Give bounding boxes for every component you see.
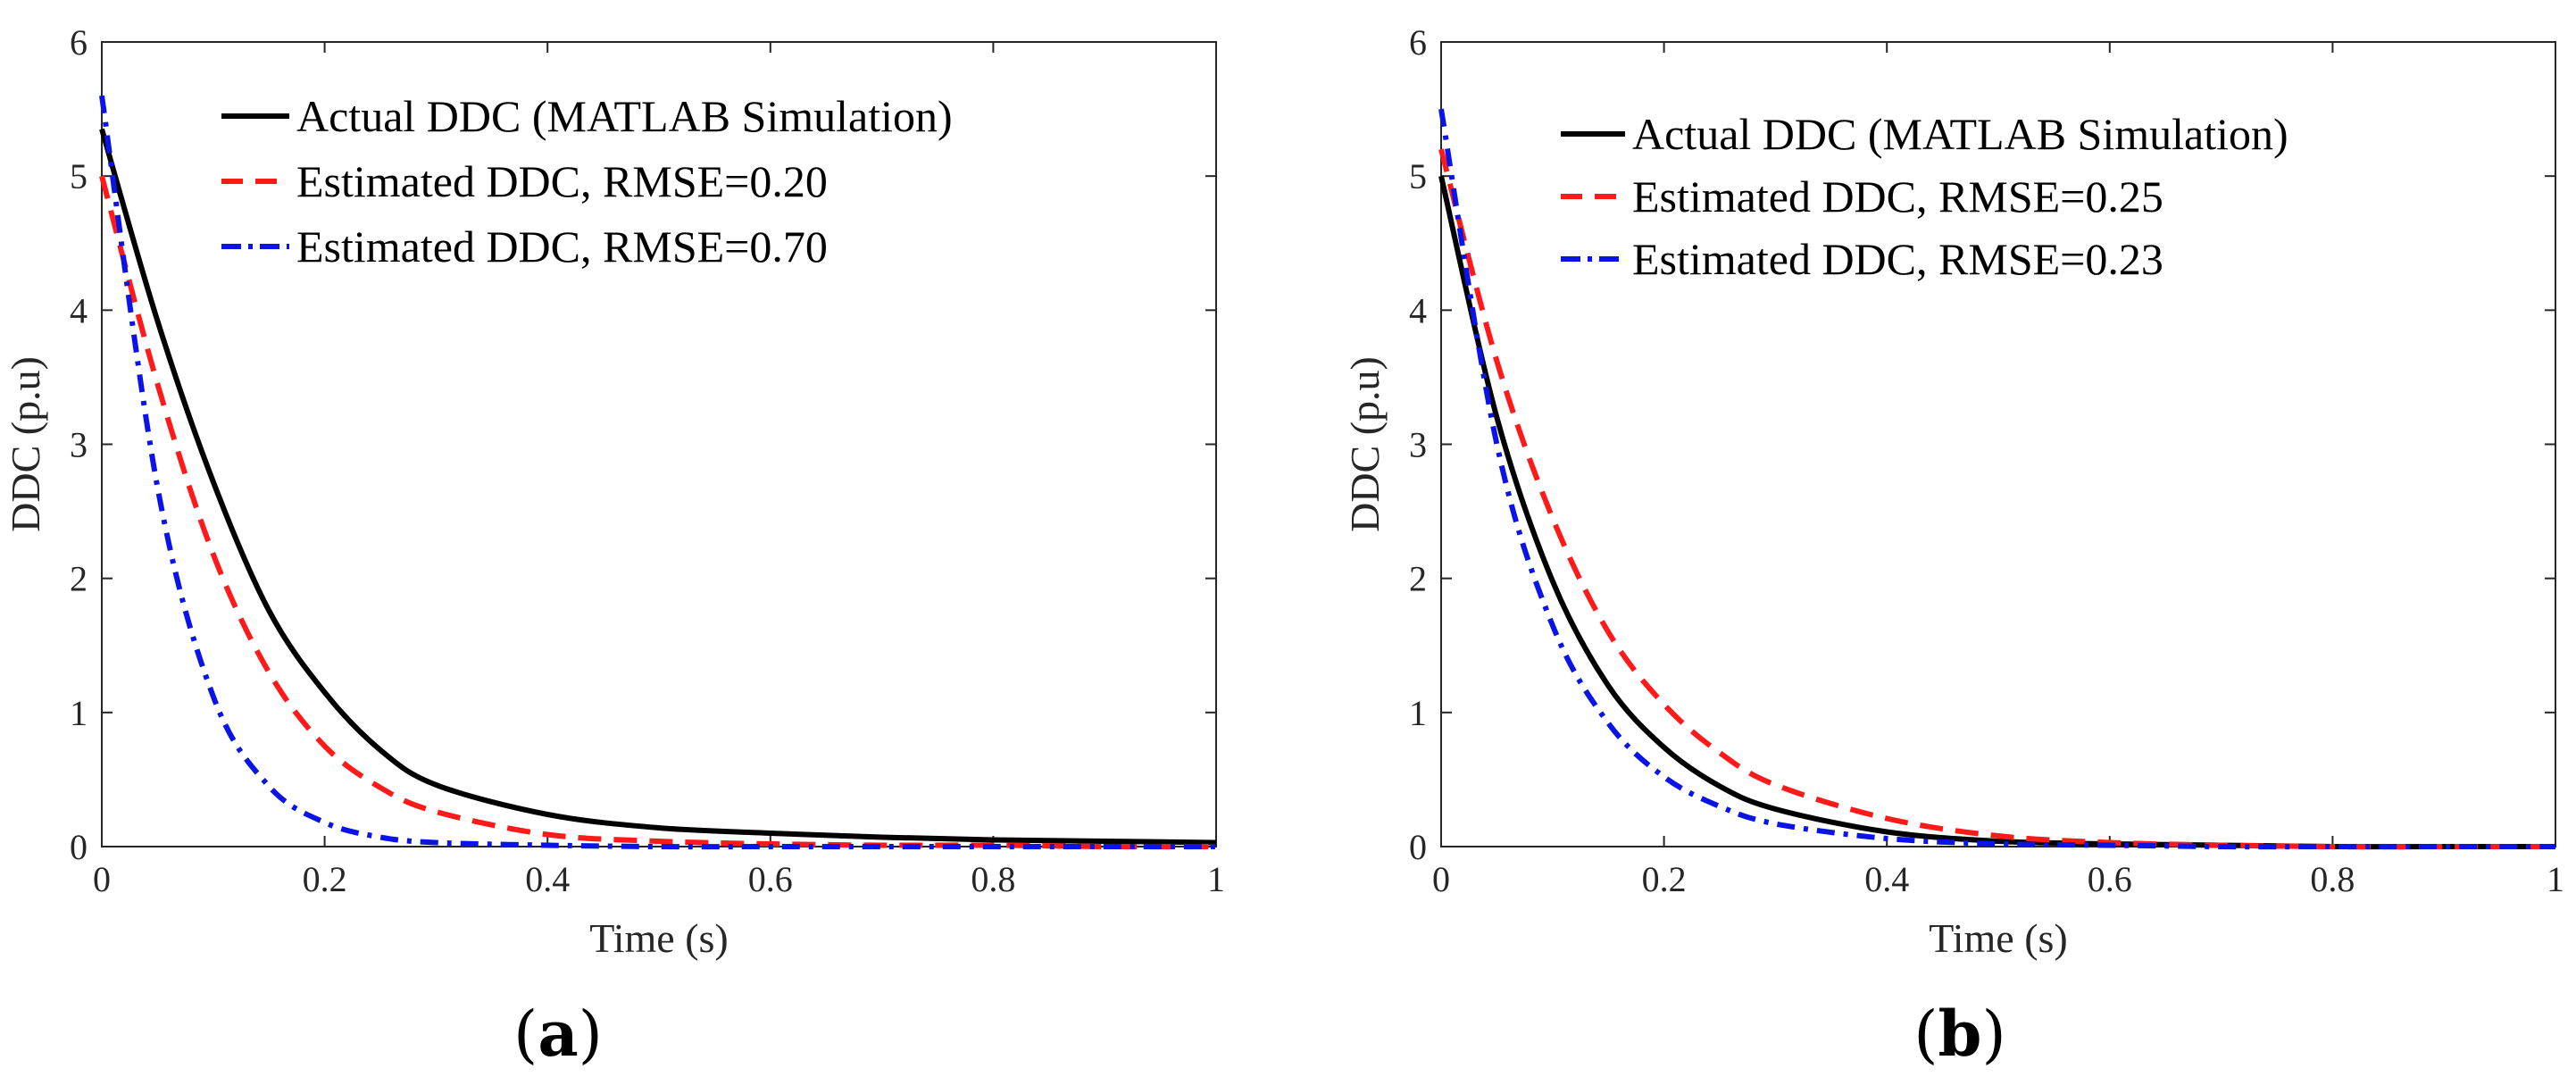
x-tick-label-a: 0.2 xyxy=(303,859,347,899)
x-tick-label-a: 0.4 xyxy=(525,859,570,899)
y-axis-title-b: DDC (p.u) xyxy=(1342,356,1388,532)
y-tick-label-b: 4 xyxy=(1409,290,1427,330)
legend-entry-b-1: Actual DDC (MATLAB Simulation) xyxy=(1632,109,2288,159)
y-tick-label-a: 6 xyxy=(70,22,88,63)
legend-entry-a-1: Actual DDC (MATLAB Simulation) xyxy=(296,91,953,141)
legend-entry-b-2: Estimated DDC, RMSE=0.25 xyxy=(1632,171,2163,221)
x-tick-label-b: 0.2 xyxy=(1642,859,1687,899)
x-tick-label-b: 1 xyxy=(2547,859,2564,899)
y-tick-label-b: 2 xyxy=(1409,559,1427,599)
x-axis-title-a: Time (s) xyxy=(589,915,729,961)
x-tick-label-b: 0.8 xyxy=(2310,859,2355,899)
x-tick-label-a: 1 xyxy=(1207,859,1225,899)
y-axis-title-a: DDC (p.u) xyxy=(3,356,48,532)
y-tick-label-b: 3 xyxy=(1409,425,1427,465)
legend-entry-b-3: Estimated DDC, RMSE=0.23 xyxy=(1632,234,2163,284)
y-tick-label-b: 0 xyxy=(1409,827,1427,867)
x-tick-label-a: 0.6 xyxy=(748,859,793,899)
panel-label-a: (a) xyxy=(513,997,603,1071)
y-tick-label-a: 5 xyxy=(70,156,88,196)
series-line-b-3 xyxy=(1438,108,2555,850)
y-tick-label-a: 1 xyxy=(70,693,88,733)
y-tick-label-a: 3 xyxy=(70,425,88,465)
panel-label-b: (b) xyxy=(1913,997,2006,1071)
chart-panel-a: 0 0.2 0.4 0.6 0.8 1 0 1 2 3 4 5 6 Time (s) DDC (p.u) Ac… xyxy=(3,22,1225,961)
x-tick-label-a: 0.8 xyxy=(971,859,1015,899)
y-tick-label-a: 2 xyxy=(70,559,88,599)
y-tick-label-a: 4 xyxy=(70,290,88,330)
y-tick-label-a: 0 xyxy=(70,827,88,867)
series-line-a-3 xyxy=(99,95,1216,850)
x-axis-title-b: Time (s) xyxy=(1929,915,2068,961)
legend-entry-a-3: Estimated DDC, RMSE=0.70 xyxy=(296,221,828,271)
series-line-a-1 xyxy=(99,128,1217,846)
x-tick-label-b: 0.4 xyxy=(1864,859,1909,899)
legend-entry-a-2: Estimated DDC, RMSE=0.20 xyxy=(296,156,828,206)
x-tick-label-b: 0.6 xyxy=(2088,859,2132,899)
series-line-b-2 xyxy=(1438,148,2555,850)
x-tick-label-b: 0 xyxy=(1432,859,1450,899)
chart-panel-b: 0 0.2 0.4 0.6 0.8 1 0 1 2 3 4 5 6 Time (s) DDC (p.u) Ac… xyxy=(1342,22,2564,961)
series-line-a-2 xyxy=(99,175,1217,850)
x-tick-label-a: 0 xyxy=(93,859,111,899)
y-tick-label-b: 5 xyxy=(1409,156,1427,196)
y-tick-label-b: 1 xyxy=(1409,693,1427,733)
y-tick-label-b: 6 xyxy=(1409,22,1427,63)
